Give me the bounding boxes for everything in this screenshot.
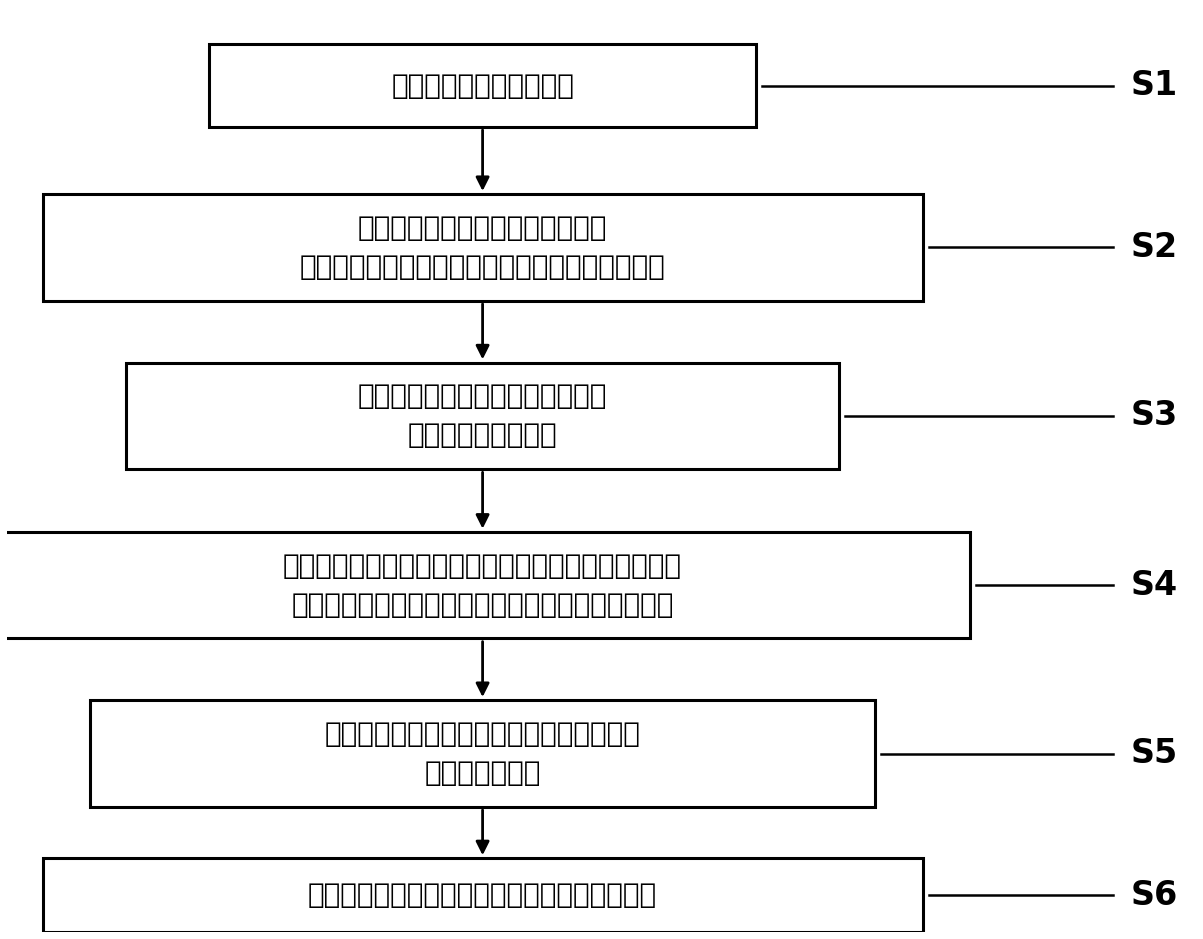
Bar bbox=[42, 858, 923, 932]
Text: S1: S1 bbox=[1131, 69, 1178, 102]
Text: S6: S6 bbox=[1131, 879, 1178, 912]
Text: 持续通入空气、氧气等热传导介质，有机质、黄铁矿等
页岩还原性组分在超临界水中被氧化，形成溶蚀孔缝: 持续通入空气、氧气等热传导介质，有机质、黄铁矿等 页岩还原性组分在超临界水中被氧… bbox=[283, 551, 682, 619]
Bar bbox=[90, 700, 875, 807]
Text: S3: S3 bbox=[1131, 399, 1178, 432]
Text: S2: S2 bbox=[1131, 231, 1178, 264]
Bar bbox=[42, 194, 923, 300]
Text: 氧化反应生成二氧化碳，且瞬间释放热量，
加速吸附气解吸: 氧化反应生成二氧化碳，且瞬间释放热量， 加速吸附气解吸 bbox=[325, 720, 640, 787]
Text: 热应力和水热增压效果共同进一步诱发热致裂缝: 热应力和水热增压效果共同进一步诱发热致裂缝 bbox=[308, 881, 657, 909]
Bar bbox=[209, 44, 755, 127]
Text: 开井返排水力裂缝或井筒残留水，
下入井下加热装置，通入空气、氧气等热传导介质: 开井返排水力裂缝或井筒残留水， 下入井下加热装置，通入空气、氧气等热传导介质 bbox=[300, 214, 665, 281]
Text: 页岩气井水力压裂，焖井: 页岩气井水力压裂，焖井 bbox=[391, 71, 574, 100]
Bar bbox=[126, 362, 840, 470]
Text: S5: S5 bbox=[1131, 737, 1178, 770]
Text: S4: S4 bbox=[1131, 569, 1178, 602]
Text: 达到设定温度后，储层滞留压裂液
原位转换为超临界水: 达到设定温度后，储层滞留压裂液 原位转换为超临界水 bbox=[358, 382, 608, 450]
Bar bbox=[0, 532, 970, 639]
